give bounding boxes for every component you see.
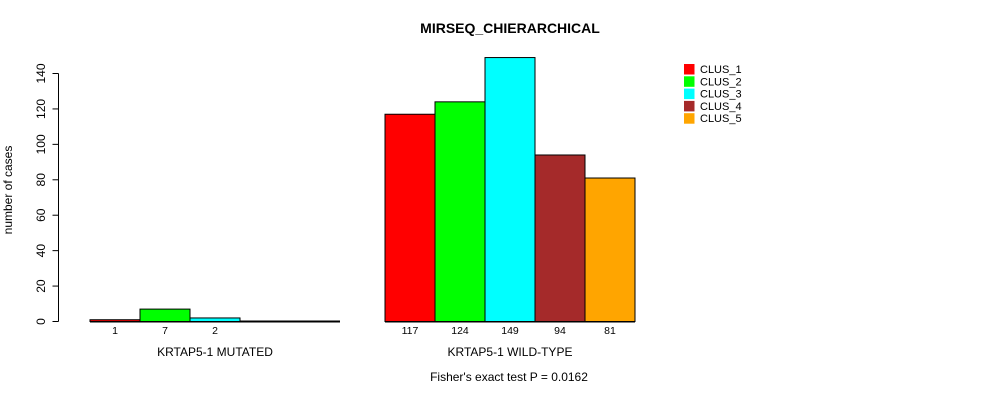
legend-swatch-clus_4: [684, 100, 695, 112]
bar-value-label: 124: [451, 325, 469, 337]
y-tick-label: 80: [34, 173, 48, 187]
bar-clus_3: [484, 57, 536, 323]
bar-value-label: 81: [604, 325, 616, 337]
chart-title: MIRSEQ_CHIERARCHICAL: [420, 20, 600, 36]
y-tick-label: 40: [34, 244, 48, 258]
y-tick-label: 100: [34, 134, 48, 154]
footer-annotation: Fisher's exact test P = 0.0162: [430, 370, 588, 384]
bars-layer: 1 7 2 KRTAP5-1 MUTATED 117 124 149 94 81 KRTAP5-1…: [89, 57, 636, 359]
y-tick-label: 120: [34, 99, 48, 119]
bar-value-label: 149: [501, 325, 519, 337]
legend-label: CLUS_2: [700, 76, 742, 88]
bar-value-label: 2: [212, 325, 218, 337]
bar-clus_3: [189, 317, 241, 323]
legend-label: CLUS_3: [700, 89, 742, 101]
group-label: KRTAP5-1 MUTATED: [157, 345, 273, 359]
bar-value-label: 117: [402, 325, 419, 337]
legend-swatch-clus_2: [684, 76, 695, 87]
legend-label: CLUS_4: [700, 101, 742, 113]
bar-value-label: 94: [554, 325, 566, 337]
y-axis: 0 20 40 60 80 100 120 140: [34, 63, 59, 325]
legend-swatch-clus_1: [684, 64, 695, 75]
bar-value-label: 7: [162, 325, 168, 337]
bar-clus_1: [384, 113, 436, 322]
legend-label: CLUS_1: [700, 64, 742, 76]
bar-clus_1: [89, 319, 141, 323]
y-tick-label: 20: [34, 279, 48, 293]
y-axis-label: number of cases: [1, 146, 15, 235]
legend-swatch-clus_3: [684, 88, 695, 100]
bar-clus_4: [534, 154, 586, 322]
group-label: KRTAP5-1 WILD-TYPE: [448, 345, 573, 359]
y-tick-label: 60: [34, 208, 48, 222]
legend-swatch-clus_5: [684, 113, 695, 124]
bar-clus_2: [434, 101, 486, 323]
y-tick-label: 140: [34, 63, 48, 83]
bar-clus_5: [584, 177, 636, 322]
bar-value-label: 1: [112, 325, 118, 337]
y-tick-label: 0: [34, 318, 48, 325]
bar-clus_2: [139, 308, 191, 323]
legend-label: CLUS_5: [700, 113, 742, 125]
